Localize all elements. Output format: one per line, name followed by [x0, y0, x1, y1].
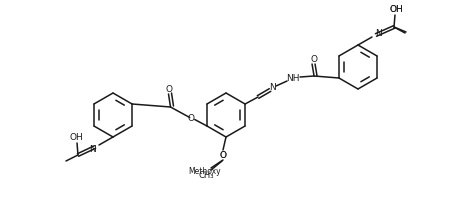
- Text: CH₃: CH₃: [198, 170, 214, 179]
- Text: O: O: [166, 85, 173, 94]
- Text: N: N: [374, 29, 381, 37]
- Text: O: O: [219, 151, 227, 161]
- Text: N: N: [269, 83, 276, 91]
- Text: Methoxy: Methoxy: [189, 167, 221, 177]
- Text: N: N: [90, 145, 96, 153]
- Text: O: O: [187, 114, 194, 123]
- Text: OH: OH: [69, 133, 83, 141]
- Text: OH: OH: [389, 5, 403, 14]
- Text: O: O: [311, 55, 318, 63]
- Text: OH: OH: [389, 5, 403, 14]
- Text: NH: NH: [286, 73, 300, 83]
- Text: O: O: [219, 151, 227, 161]
